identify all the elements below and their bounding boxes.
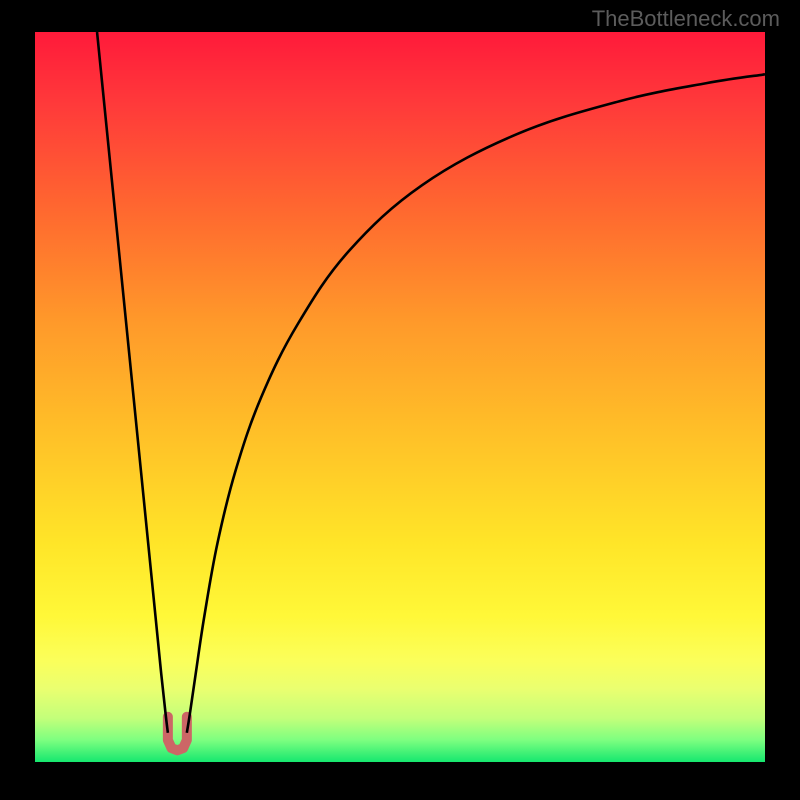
watermark-text: TheBottleneck.com [592, 6, 780, 32]
left-curve [97, 32, 168, 733]
valley-marker [168, 717, 187, 751]
curves-layer [35, 32, 765, 762]
right-curve [187, 74, 765, 732]
plot-area [35, 32, 765, 762]
chart-frame: TheBottleneck.com [0, 0, 800, 800]
